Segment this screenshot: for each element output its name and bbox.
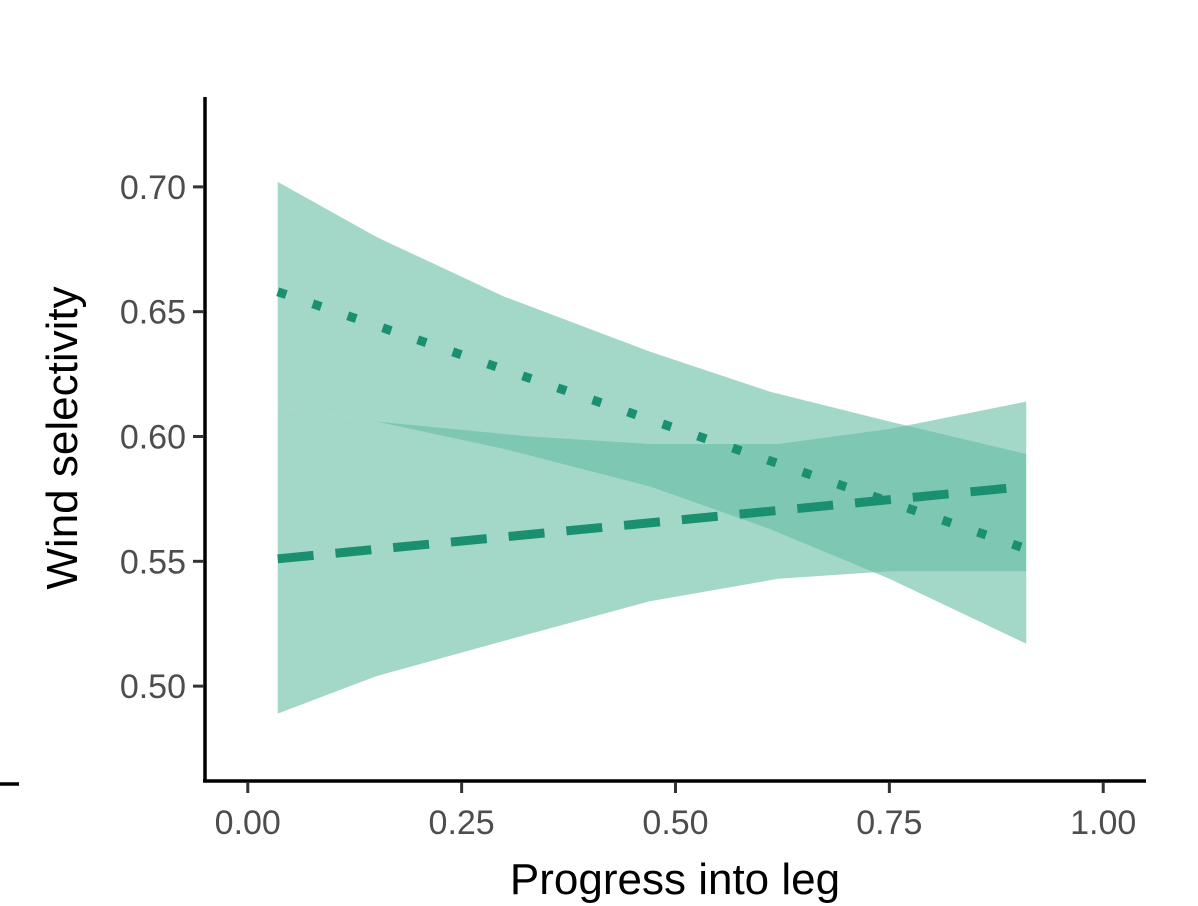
x-axis-title: Progress into leg — [510, 855, 840, 904]
line-dashed — [277, 481, 1027, 564]
y-tick-label: 0.50 — [120, 668, 186, 706]
y-tick-label: 0.60 — [120, 419, 186, 457]
y-tick-label: 0.65 — [120, 294, 186, 332]
series-lines — [276, 287, 1028, 564]
y-axis-ticks: 0.50 0.55 0.60 0.65 0.70 — [120, 169, 204, 706]
x-axis-ticks: 0.00 0.25 0.50 0.75 1.00 — [215, 782, 1136, 842]
x-tick-label: 1.00 — [1070, 804, 1136, 842]
y-tick-label: 0.55 — [120, 543, 186, 581]
confidence-ribbons — [277, 181, 1027, 714]
x-tick-label: 0.25 — [429, 804, 495, 842]
axes — [0, 97, 1146, 786]
x-tick-label: 0.50 — [642, 804, 708, 842]
x-tick-label: 0.75 — [856, 804, 922, 842]
ribbon-dashed — [277, 401, 1027, 714]
y-axis-title: Wind selectivity — [38, 286, 87, 589]
y-tick-label: 0.70 — [120, 169, 186, 207]
x-tick-label: 0.00 — [215, 804, 281, 842]
